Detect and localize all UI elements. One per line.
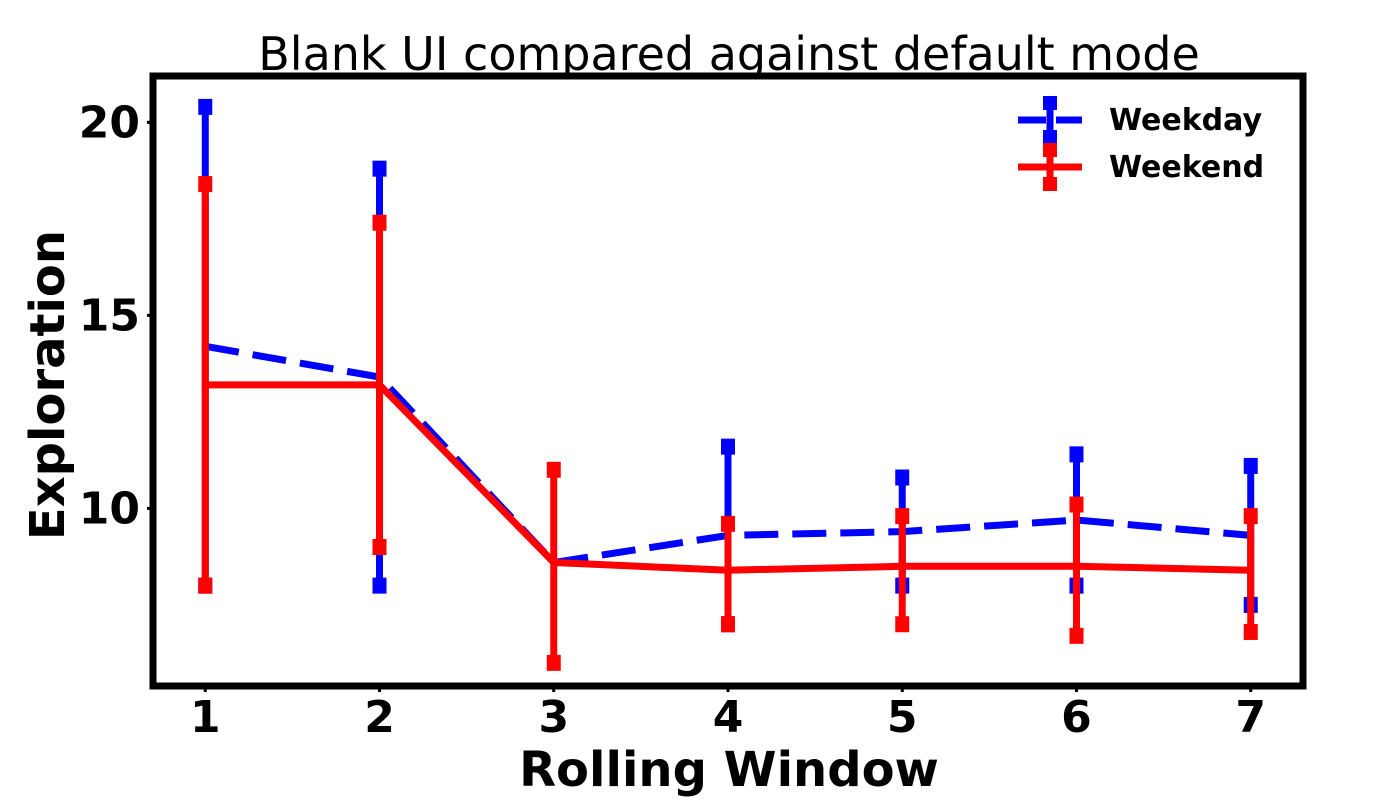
error-cap-lower-weekend-6 [1069, 627, 1084, 644]
point-weekend-1 [201, 381, 209, 389]
error-cap-lower-weekday-2 [372, 577, 387, 594]
error-cap-upper-weekend-1 [198, 176, 213, 193]
y-tick-label-15: 15 [79, 290, 140, 341]
y-axis-label: Exploration [20, 230, 76, 540]
y-tick-label-10: 10 [79, 483, 140, 534]
series-weekend [198, 176, 1258, 671]
x-tick-label-2: 2 [364, 692, 395, 743]
point-weekend-7 [1247, 566, 1255, 574]
error-cap-upper-weekday-4 [721, 438, 735, 455]
error-cap-lower-weekend-1 [198, 577, 213, 594]
error-cap-lower-weekend-7 [1243, 623, 1258, 640]
chart-title: Blank UI compared against default mode [258, 27, 1200, 81]
x-axis-ticks: 1 2 3 4 5 6 7 [190, 686, 1266, 743]
legend: Weekday Weekend [1018, 96, 1264, 191]
y-tick-label-20: 20 [79, 97, 140, 148]
legend-cap-lower-weekday [1043, 130, 1057, 144]
x-axis-label: Rolling Window [519, 742, 939, 798]
error-cap-lower-weekend-2 [372, 539, 387, 556]
x-tick-label-5: 5 [887, 692, 918, 743]
x-tick-label-1: 1 [190, 692, 221, 743]
error-cap-lower-weekend-4 [721, 616, 735, 633]
y-axis-ticks: 10 15 20 [79, 97, 153, 534]
point-weekend-3 [550, 558, 558, 566]
series-layer [198, 98, 1258, 671]
point-weekend-2 [376, 381, 384, 389]
x-tick-label-6: 6 [1061, 692, 1092, 743]
error-cap-lower-weekend-5 [895, 616, 910, 633]
error-cap-upper-weekday-2 [372, 160, 387, 177]
error-cap-upper-weekday-6 [1069, 446, 1084, 463]
legend-cap-upper-weekday [1043, 96, 1057, 110]
x-tick-label-3: 3 [538, 692, 569, 743]
error-cap-upper-weekend-4 [721, 515, 735, 532]
legend-cap-upper-weekend [1043, 143, 1057, 157]
point-weekend-5 [898, 562, 906, 570]
legend-label-weekend: Weekend [1109, 150, 1264, 185]
legend-item-weekday: Weekday [1018, 96, 1262, 144]
x-tick-label-4: 4 [713, 692, 744, 743]
error-cap-upper-weekend-6 [1069, 496, 1084, 513]
error-cap-upper-weekend-3 [546, 461, 561, 478]
point-weekend-6 [1072, 562, 1080, 570]
error-cap-upper-weekday-5 [895, 469, 910, 486]
error-cap-upper-weekday-1 [198, 98, 213, 115]
x-tick-label-7: 7 [1235, 692, 1266, 743]
point-weekend-4 [724, 566, 732, 574]
error-cap-upper-weekend-5 [895, 508, 910, 525]
legend-label-weekday: Weekday [1109, 103, 1262, 138]
error-cap-upper-weekend-2 [372, 214, 387, 231]
legend-cap-lower-weekend [1043, 177, 1057, 191]
error-cap-upper-weekend-7 [1243, 508, 1258, 525]
legend-item-weekend: Weekend [1018, 143, 1264, 191]
error-cap-lower-weekend-3 [546, 654, 561, 671]
error-cap-upper-weekday-7 [1243, 457, 1258, 474]
